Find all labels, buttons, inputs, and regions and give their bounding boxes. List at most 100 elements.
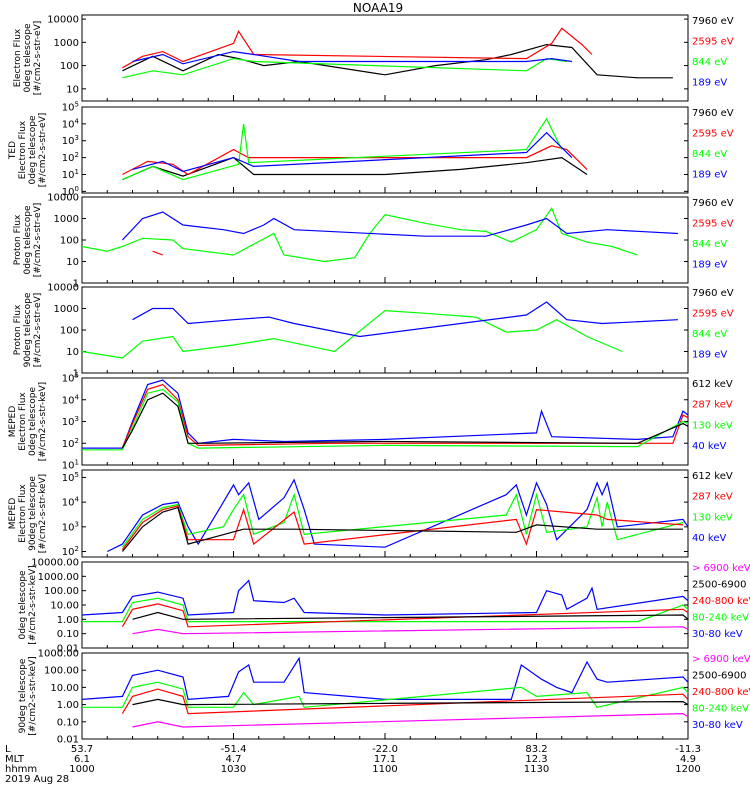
series-line-2 (121, 492, 684, 548)
series-line-2 (121, 211, 678, 241)
y-tick-label: 105 (62, 372, 79, 385)
y-axis-label: Proton Flux (13, 304, 23, 355)
panel-frame (81, 377, 689, 466)
panel-frame (81, 652, 689, 740)
series-line-5 (132, 626, 689, 635)
y-axis-label: [#/cm2-s-str-keV] (28, 565, 38, 644)
y-tick-label: 1000.00 (38, 649, 79, 660)
panel-3: 1 10 100 1000 10000 Proton Flux 0deg telescope… (13, 193, 734, 290)
panel-5: 101 102 103 104 105 MEPED Electron Flux 0deg te… (8, 372, 733, 472)
series-line-1 (82, 379, 689, 449)
y-axis-label: [#/cm2-s-str-eV] (33, 293, 43, 368)
footer-value-hhmm: 1030 (221, 764, 246, 775)
y-tick-label: 10 (66, 257, 79, 268)
footer-label-date: 2019 Aug 28 (5, 774, 69, 785)
legend-entry: 189 eV (692, 169, 727, 180)
footer-value-hhmm: 1130 (524, 764, 549, 775)
y-tick-label: 1000 (54, 38, 79, 49)
y-tick-label: 1000 (54, 304, 79, 315)
y-axis-label: 0deg telescope (28, 387, 38, 457)
footer-value-hhmm: 1200 (675, 764, 700, 775)
legend-entry: 80-240 keV (692, 704, 749, 715)
y-axis-label: [#/cm2-s-str-eV] (33, 203, 43, 278)
y-axis-label: TED (8, 141, 18, 160)
series-line-4 (132, 611, 689, 620)
legend-entry: 130 keV (692, 512, 733, 523)
series-line-3 (121, 688, 689, 715)
legend-entry: > 6900 keV (692, 654, 750, 665)
y-axis-label: 0deg telescope (23, 205, 33, 275)
y-axis-label: MEPED (8, 498, 18, 530)
legend-entry: 844 eV (692, 329, 727, 340)
y-axis-label: 90deg telescope (18, 658, 28, 733)
y-tick-label: 1000 (54, 214, 79, 225)
y-axis-label: Electron Flux (18, 120, 28, 179)
legend-entry: 2595 eV (692, 128, 734, 139)
legend-entry: 7960 eV (692, 16, 734, 27)
panel-frame (81, 106, 689, 194)
y-axis-label: [#/cm2-s-str-eV] (33, 21, 43, 96)
y-axis-label: Electron Flux (13, 28, 23, 87)
series-line-3 (122, 57, 567, 79)
y-axis-label: [#/cm2-s-str-keV] (28, 656, 38, 735)
y-tick-label: 0.10 (57, 629, 79, 640)
y-tick-label: 102 (62, 545, 79, 558)
legend-entry: 240-800 keV (692, 596, 750, 607)
y-axis-label: [#/cm2-s-str-eV] (38, 113, 48, 188)
y-tick-label: 10 (66, 347, 79, 358)
y-tick-label: 103 (62, 520, 79, 533)
panel-frame (81, 561, 689, 649)
legend-entry: 30-80 keV (692, 629, 743, 640)
legend-entry: 7960 eV (692, 288, 734, 299)
legend-entry: 189 eV (692, 349, 727, 360)
footer-axis-labels: L MLT hhmm 2019 Aug 28 53.76.11000-51.44… (5, 744, 701, 785)
series-line-1 (81, 206, 638, 263)
legend-entry: 612 keV (692, 471, 733, 482)
legend-entry: 130 keV (692, 420, 733, 431)
y-tick-label: 100 (60, 326, 79, 337)
legend-entry: 40 keV (692, 533, 726, 544)
footer-value-l: -51.4 (221, 744, 247, 755)
y-axis-label: MEPED (8, 406, 18, 438)
y-tick-label: 100.00 (44, 666, 79, 677)
y-tick-label: 1 (73, 279, 79, 290)
y-tick-label: 1.00 (57, 700, 79, 711)
y-axis-label: 0deg telescope (23, 23, 33, 93)
legend-entry: 40 keV (692, 441, 726, 452)
y-tick-label: 1.00 (57, 615, 79, 626)
legend-entry: 2595 eV (692, 36, 734, 47)
legend-entry: 844 eV (692, 239, 727, 250)
legend-entry: 2500-6900 (692, 580, 747, 591)
series-line-1 (107, 478, 689, 553)
y-tick-label: 10 (66, 84, 79, 95)
panel-1: 10 100 1000 10000 Electron Flux 0deg telescop… (13, 14, 734, 102)
y-tick-label: 103 (62, 415, 79, 428)
legend-entry: > 6900 keV (692, 563, 750, 574)
y-tick-label: 101 (62, 168, 79, 181)
legend-entry: 2595 eV (692, 218, 734, 229)
series-line-5 (132, 712, 689, 728)
panel-7: 0.01 0.10 1.00 10.00 100.00 1000.00 10000.000d… (18, 558, 750, 655)
y-tick-label: 10000 (47, 193, 79, 204)
series-line-2 (122, 145, 588, 176)
series-line-4 (132, 50, 572, 65)
series-line-1 (81, 579, 689, 616)
y-tick-label: 0.10 (57, 717, 79, 728)
series-line-2 (122, 27, 593, 69)
y-tick-label: 105 (62, 101, 79, 114)
footer-label-l: L (5, 744, 11, 755)
footer-value-mlt: 4.9 (680, 754, 696, 765)
footer-label-hhmm: hhmm (5, 764, 37, 775)
y-tick-label: 100 (60, 236, 79, 247)
series-line-3 (122, 117, 563, 181)
legend-entry: 7960 eV (692, 198, 734, 209)
legend-entry: 2595 eV (692, 308, 734, 319)
y-tick-label: 101 (62, 459, 79, 472)
footer-value-hhmm: 1000 (69, 764, 94, 775)
figure-title: NOAA19 (353, 1, 403, 15)
legend-entry: 189 eV (692, 77, 727, 88)
y-tick-label: 104 (62, 117, 80, 130)
legend-entry: 612 keV (692, 379, 733, 390)
